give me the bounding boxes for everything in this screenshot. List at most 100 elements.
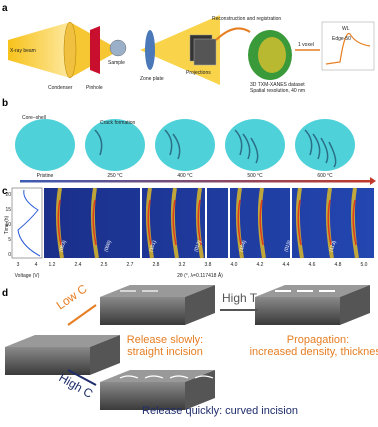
spectrum xyxy=(325,32,371,65)
label: Condenser xyxy=(48,85,73,91)
peak-label: (113) xyxy=(328,240,338,253)
panel-break xyxy=(228,188,230,258)
peak-label: (104) xyxy=(238,239,248,252)
caption-line: increased density, thickness xyxy=(250,346,378,358)
crack xyxy=(312,133,321,160)
label: High T xyxy=(222,291,258,305)
pinhole xyxy=(90,26,100,74)
x-tick-label: 2.5 xyxy=(101,262,108,268)
condenser xyxy=(63,21,77,79)
block-side xyxy=(340,285,370,325)
peak-streak xyxy=(147,199,152,246)
voltage-curve xyxy=(17,189,41,257)
block-front xyxy=(5,347,90,375)
x-tick-label: 5.0 xyxy=(361,262,368,268)
x-tick-label: 4.2 xyxy=(257,262,264,268)
arrow xyxy=(67,369,97,386)
label: Low C xyxy=(54,281,90,312)
x-tick-label: 1.2 xyxy=(49,262,56,268)
voltage-plot xyxy=(11,187,43,259)
y-tick-label: 10 xyxy=(5,222,11,228)
x-tick-label: 2.7 xyxy=(127,262,134,268)
annotation: Crack formation xyxy=(100,120,136,126)
sample xyxy=(109,39,127,57)
crack xyxy=(328,141,337,168)
zone-plate xyxy=(145,30,155,70)
v-tick-label: 4 xyxy=(35,262,38,268)
arrow xyxy=(67,304,97,326)
peak-streak xyxy=(259,199,264,246)
x-tick-label: 3.8 xyxy=(205,262,212,268)
incision xyxy=(144,375,164,379)
heatmap xyxy=(44,188,374,258)
label: Projections xyxy=(186,70,211,76)
x-tick-label: 2.8 xyxy=(153,262,160,268)
label: 1 voxel xyxy=(298,42,314,48)
axis-title: 2θ (°, λ=0.117418 Å) xyxy=(177,272,223,279)
particle xyxy=(15,119,75,171)
crack xyxy=(250,137,259,164)
caption: Release slowly: straight incision xyxy=(127,334,203,358)
crack xyxy=(164,129,173,156)
peak-streak xyxy=(352,199,357,246)
label: X-ray beam xyxy=(10,48,36,54)
crack xyxy=(320,137,329,164)
panel-b: b Pristine 250 °C 400 °C 500 °C 600 °C Core–… xyxy=(2,98,376,185)
x-tick-label: 4.4 xyxy=(283,262,290,268)
y-tick-label: 20 xyxy=(5,192,11,198)
beam xyxy=(140,15,220,85)
incision xyxy=(119,375,139,379)
beam xyxy=(8,22,70,78)
block-front xyxy=(100,297,185,325)
arrowhead xyxy=(370,177,376,185)
crack xyxy=(94,129,103,156)
panel-letter: c xyxy=(2,186,8,197)
axis-title: Time (h) xyxy=(4,215,10,234)
peak-streak xyxy=(172,199,177,246)
x-tick-label: 4.0 xyxy=(231,262,238,268)
caption-line: straight incision xyxy=(127,346,203,358)
arrow xyxy=(215,27,251,41)
peak-streak xyxy=(237,199,242,246)
label: Sample xyxy=(108,60,125,66)
block-front xyxy=(255,297,340,325)
block-side xyxy=(90,335,120,375)
peak-streak xyxy=(327,199,332,246)
dataset xyxy=(258,37,286,73)
x-tick-label: 4.8 xyxy=(335,262,342,268)
panel-break xyxy=(140,188,142,258)
peak-label: (015) xyxy=(283,239,293,252)
stage-label: 600 °C xyxy=(317,173,333,179)
x-tick-label: 2.4 xyxy=(75,262,82,268)
peak-streak xyxy=(197,199,202,246)
stage-label: 500 °C xyxy=(247,173,263,179)
block-side xyxy=(185,370,215,410)
label: Edge-50 xyxy=(332,36,351,42)
stage-label: Pristine xyxy=(37,173,54,179)
label: Pinhole xyxy=(86,85,103,91)
peak-streak xyxy=(92,199,97,246)
panel-a: a X-ray beam Condenser Pinhole Sample Zo… xyxy=(2,3,375,94)
block-top xyxy=(5,335,120,347)
caption-line: Propagation: xyxy=(287,334,349,346)
peak-streak xyxy=(297,199,302,246)
panel-d: d Low C High T High C Release slowly: str… xyxy=(2,281,378,417)
annotation: Core–shell xyxy=(22,115,46,121)
peak-label: (003) xyxy=(58,239,68,252)
projections xyxy=(193,38,217,66)
crack xyxy=(242,133,251,160)
x-tick-label: 3.2 xyxy=(179,262,186,268)
peak-label: (006) xyxy=(103,239,113,252)
panel-letter: d xyxy=(2,288,8,299)
stage-label: 400 °C xyxy=(177,173,193,179)
y-tick-label: 5 xyxy=(8,237,11,243)
particle xyxy=(85,119,145,171)
incision xyxy=(169,375,189,379)
label: Spatial resolution, 40 nm xyxy=(250,88,305,94)
caption: Propagation: increased density, thickness xyxy=(250,334,378,358)
block-front xyxy=(100,382,185,410)
label: WL xyxy=(342,26,350,32)
panel-break xyxy=(205,188,207,258)
stage-label: 250 °C xyxy=(107,173,123,179)
